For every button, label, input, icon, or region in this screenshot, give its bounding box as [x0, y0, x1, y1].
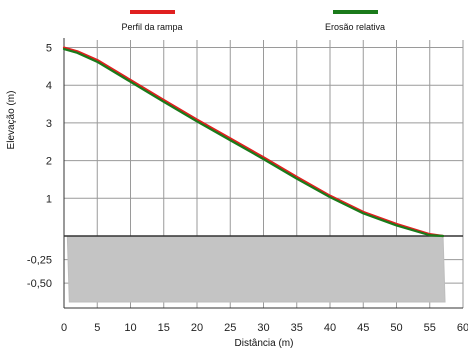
x-tick-label-12: 60 [457, 322, 468, 334]
y-axis-title: Elevação (m) [6, 91, 17, 150]
x-tick-label-11: 55 [424, 322, 436, 334]
y-tick-label-4: 5 [46, 43, 52, 55]
x-tick-label-5: 25 [224, 322, 236, 334]
series-line-1 [62, 46, 445, 238]
lower-area [66, 235, 446, 303]
x-tick-label-4: 20 [191, 322, 203, 334]
y-tick-label-lower-0: -0,25 [27, 255, 52, 267]
x-tick-label-0: 0 [61, 322, 67, 334]
x-tick-label-6: 30 [257, 322, 269, 334]
y-tick-label-3: 4 [46, 80, 52, 92]
series-line-2 [62, 47, 445, 238]
y-tick-label-2: 3 [46, 118, 52, 130]
x-tick-label-10: 50 [390, 322, 402, 334]
x-tick-label-7: 35 [291, 322, 303, 334]
y-tick-label-1: 2 [46, 156, 52, 168]
y-tick-label-lower-1: -0,50 [27, 278, 52, 290]
x-tick-label-8: 40 [324, 322, 336, 334]
legend-label-1: Perfil da rampa [121, 22, 182, 32]
x-tick-label-2: 10 [124, 322, 136, 334]
y-tick-label-0: 1 [46, 193, 52, 205]
x-tick-label-9: 45 [357, 322, 369, 334]
legend-label-2: Erosão relativa [325, 22, 385, 32]
x-tick-label-1: 5 [94, 322, 100, 334]
x-axis-title: Distância (m) [235, 338, 294, 349]
x-tick-label-3: 15 [158, 322, 170, 334]
